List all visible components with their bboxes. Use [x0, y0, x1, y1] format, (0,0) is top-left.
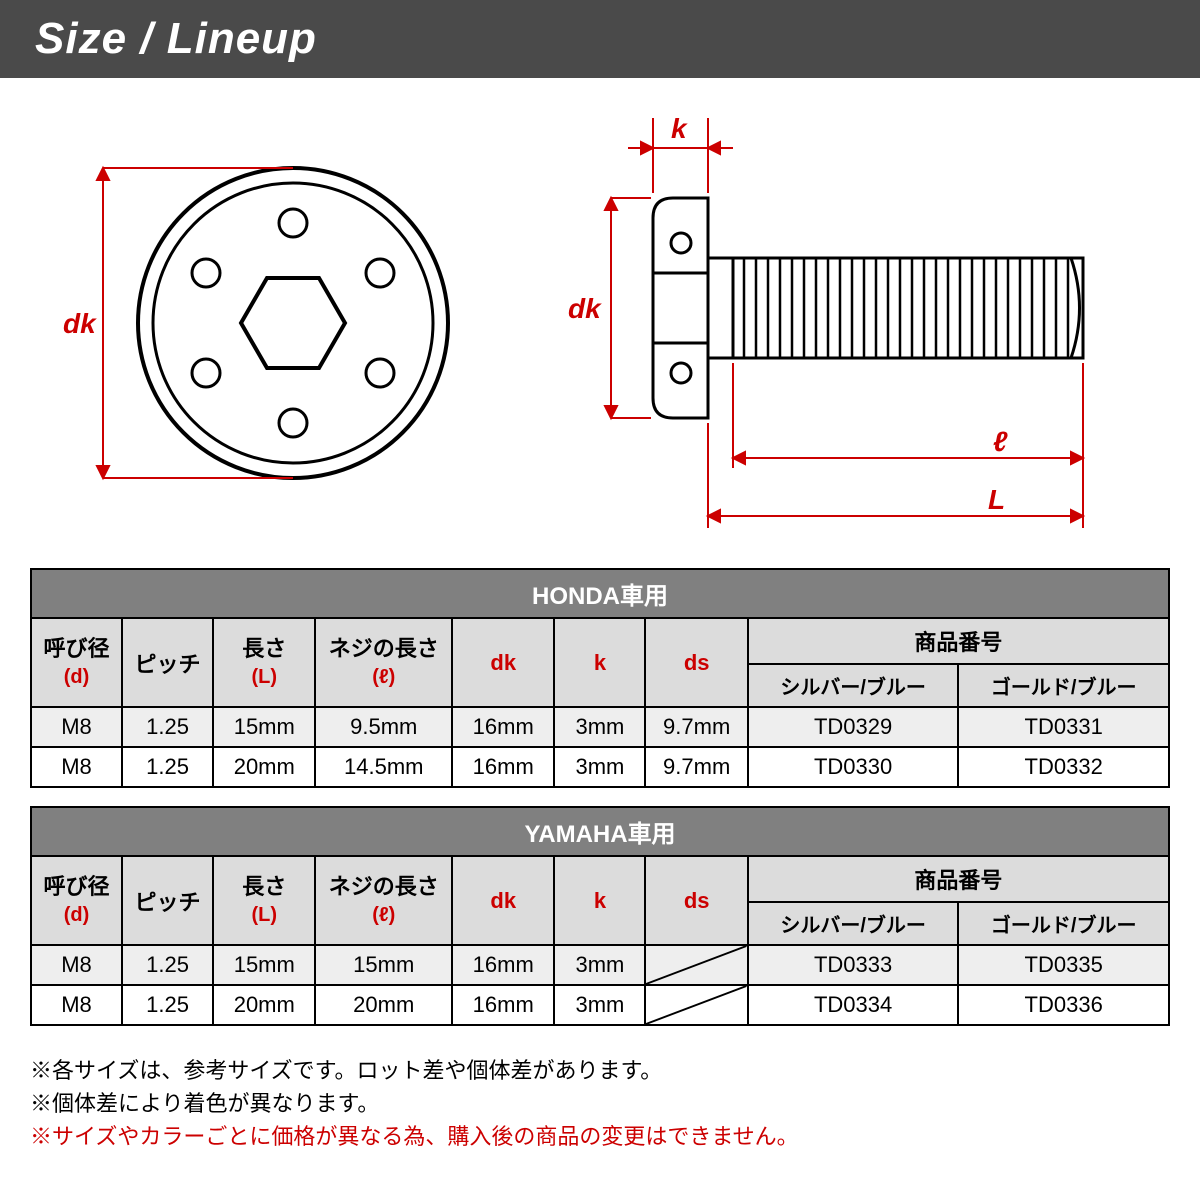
- bolt-front-diagram: dk: [63, 123, 473, 523]
- note-line: ※個体差により着色が異なります。: [30, 1087, 1170, 1120]
- honda-table: HONDA車用 呼び径(d) ピッチ 長さ(L) ネジの長さ(ℓ) dk k d…: [30, 568, 1170, 788]
- notes-area: ※各サイズは、参考サイズです。ロット差や個体差があります。 ※個体差により着色が…: [0, 1044, 1200, 1163]
- table-row: M8 1.25 15mm 15mm 16mm 3mm TD0333 TD0335: [31, 945, 1169, 985]
- yamaha-title: YAMAHA車用: [31, 807, 1169, 856]
- label-L: L: [988, 484, 1005, 515]
- honda-title: HONDA車用: [31, 569, 1169, 618]
- header-bar: Size / Lineup: [0, 0, 1200, 78]
- diagram-area: dk: [0, 98, 1200, 568]
- label-k: k: [671, 113, 688, 144]
- yamaha-table: YAMAHA車用 呼び径(d) ピッチ 長さ(L) ネジの長さ(ℓ) dk k …: [30, 806, 1170, 1026]
- bolt-side-diagram: k dk ℓ: [538, 108, 1138, 538]
- table-row: M8 1.25 20mm 14.5mm 16mm 3mm 9.7mm TD033…: [31, 747, 1169, 787]
- tables-area: HONDA車用 呼び径(d) ピッチ 長さ(L) ネジの長さ(ℓ) dk k d…: [0, 568, 1200, 1026]
- table-row: M8 1.25 20mm 20mm 16mm 3mm TD0334 TD0336: [31, 985, 1169, 1025]
- note-line: ※各サイズは、参考サイズです。ロット差や個体差があります。: [30, 1054, 1170, 1087]
- na-cell: [645, 985, 747, 1025]
- label-dk-front: dk: [63, 308, 97, 339]
- label-dk-side: dk: [568, 293, 602, 324]
- page-title: Size / Lineup: [35, 14, 1165, 64]
- na-cell: [645, 945, 747, 985]
- note-line-warning: ※サイズやカラーごとに価格が異なる為、購入後の商品の変更はできません。: [30, 1120, 1170, 1153]
- label-l: ℓ: [993, 426, 1008, 457]
- table-row: M8 1.25 15mm 9.5mm 16mm 3mm 9.7mm TD0329…: [31, 707, 1169, 747]
